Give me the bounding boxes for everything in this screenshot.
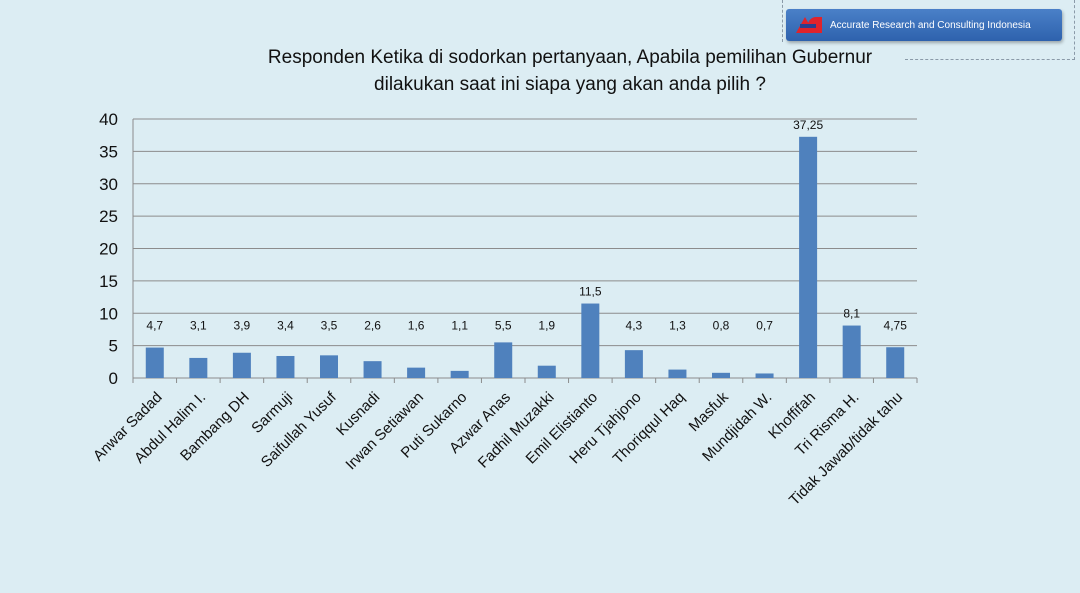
bar [755,373,774,378]
bar [581,303,600,378]
y-tick-label: 10 [99,304,118,323]
x-tick-label: Irwan Setiawan [342,389,427,474]
x-tick-label: Saifullah Yusuf [258,388,341,471]
data-label: 0,8 [713,318,730,332]
data-label: 1,3 [669,318,686,332]
bar [232,352,251,378]
bar [320,355,338,378]
y-tick-label: 25 [99,207,118,226]
data-label: 2,6 [364,318,381,332]
data-label: 1,6 [408,318,425,332]
logo-text: Accurate Research and Consulting Indones… [830,19,1031,31]
data-label: 5,5 [495,318,512,332]
data-label: 3,5 [321,318,338,332]
decorative-dashed-line [1074,0,1075,60]
data-label: 4,7 [146,318,163,332]
bar [842,325,861,378]
chart-title-line-1: Responden Ketika di sodorkan pertanyaan,… [267,47,873,68]
data-label: 1,1 [451,318,468,332]
bar [450,370,469,378]
arc-logo-icon [796,15,824,35]
bar [494,342,513,378]
decorative-dashed-line [782,0,783,42]
y-tick-label: 30 [99,175,118,194]
data-label: 8,1 [843,307,860,321]
bar [799,136,818,378]
x-tick-label: Fadhil Muzakki [475,389,558,472]
y-tick-label: 40 [99,110,118,129]
bar [712,372,730,378]
bar [145,347,164,378]
bar [276,355,295,378]
company-logo: Accurate Research and Consulting Indones… [786,9,1062,41]
data-label: 3,4 [277,318,294,332]
chart-title: Responden Ketika di sodorkan pertanyaan,… [200,44,940,98]
data-label: 0,7 [756,318,773,332]
data-label: 3,9 [234,318,251,332]
chart-title-line-2: dilakukan saat ini siapa yang akan anda … [374,74,766,95]
bar [189,357,208,378]
bar [537,365,556,378]
y-tick-label: 20 [99,240,118,259]
bar [407,367,426,378]
bar [886,347,905,378]
data-label: 1,9 [538,318,555,332]
y-tick-label: 5 [109,337,118,356]
data-label: 4,3 [626,318,643,332]
data-label: 4,75 [884,318,908,332]
bar [668,369,687,378]
y-tick-label: 15 [99,272,118,291]
bar [363,361,382,378]
y-tick-label: 35 [99,142,118,161]
bar [624,350,643,378]
data-label: 37,25 [793,118,823,132]
y-tick-label: 0 [109,369,118,388]
decorative-dashed-line [905,59,1075,60]
data-label: 11,5 [579,285,602,299]
data-label: 3,1 [190,318,207,332]
